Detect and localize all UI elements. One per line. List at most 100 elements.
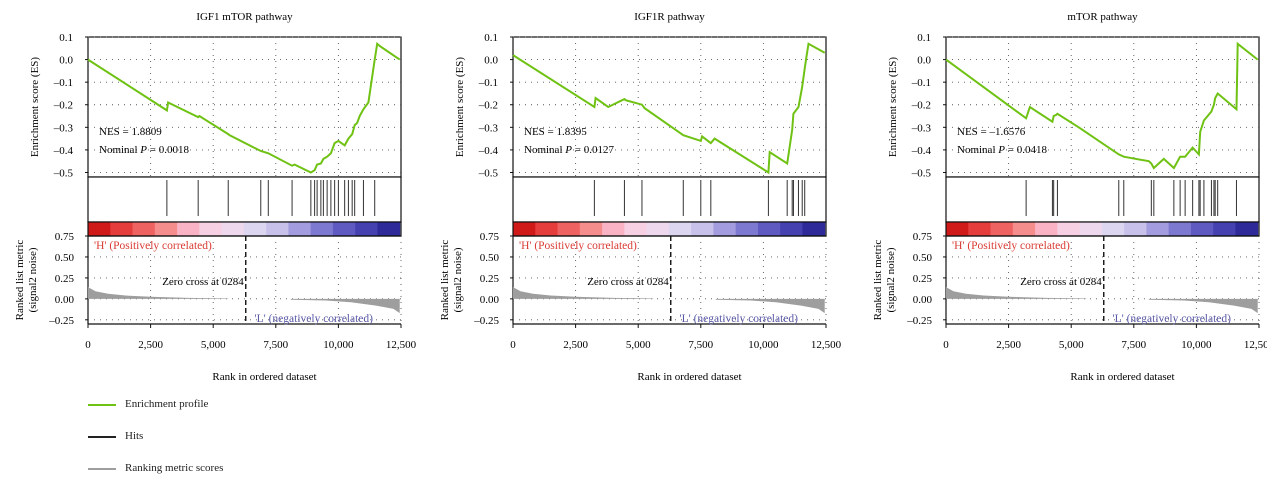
rank-heat-cell: [535, 222, 559, 236]
es-y-tick-label: –0.5: [911, 167, 932, 179]
pvalue-variable: P: [139, 144, 147, 156]
x-axis-label: Rank in ordered dataset: [637, 371, 741, 383]
es-y-tick-label: –0.3: [911, 122, 932, 134]
metric-y-axis-label-line: (signal2 noise): [452, 247, 464, 312]
x-tick-label: 2,500: [563, 339, 588, 351]
rank-heat-cell: [1213, 222, 1236, 236]
metric-y-axis-label: Ranked list metric(signal2 noise): [439, 240, 464, 321]
x-tick-label: 2,500: [138, 339, 163, 351]
metric-y-tick-label: 0.00: [55, 294, 75, 306]
x-axis-label: Rank in ordered dataset: [212, 371, 316, 383]
es-y-tick-label: –0.1: [53, 77, 73, 89]
rank-heat-cell: [154, 222, 178, 236]
es-y-tick-label: –0.5: [53, 167, 74, 179]
es-y-tick-label: –0.4: [478, 145, 499, 157]
metric-y-tick-label: 0.00: [913, 294, 933, 306]
metric-y-axis-label-line: (signal2 noise): [27, 247, 39, 312]
rank-heat-cell: [1012, 222, 1036, 236]
x-tick-label: 7,500: [263, 339, 288, 351]
rank-heat-cell: [1168, 222, 1192, 236]
chart-title: IGF1R pathway: [634, 11, 705, 23]
rank-heat-cell: [110, 222, 134, 236]
rank-heat-cell: [132, 222, 156, 236]
es-y-tick-label: 0.0: [917, 55, 931, 67]
rank-heat-cell: [1235, 222, 1259, 236]
rank-heat-cell: [668, 222, 692, 236]
es-y-tick-label: –0.5: [478, 167, 499, 179]
es-y-tick-label: –0.3: [53, 122, 74, 134]
metric-y-tick-label: 0.50: [913, 252, 933, 264]
rank-heat-cell: [332, 222, 356, 236]
es-y-tick-label: –0.4: [911, 145, 932, 157]
rank-heat-cell: [377, 222, 401, 236]
es-y-tick-label: 0.0: [59, 55, 73, 67]
metric-y-tick-label: 0.75: [55, 231, 75, 243]
legend-item-enrichment-profile: Enrichment profile: [88, 398, 348, 412]
enrichment-profile-line: [512, 42, 826, 175]
metric-y-tick-label: 0.25: [913, 273, 933, 285]
es-y-tick-label: 0.0: [484, 55, 498, 67]
es-y-tick-label: –0.2: [53, 100, 73, 112]
x-tick-label: 12,500: [811, 339, 842, 351]
chart-panel-1: IGF1 mTOR pathway 0.1 0.0 –0.1 –0.2 –0.3 –0.4 –…: [14, 11, 417, 383]
es-plot-frame: [512, 36, 827, 178]
metric-y-tick-label: 0.75: [480, 231, 500, 243]
rank-heat-cell: [355, 222, 378, 236]
x-tick-label: 5,000: [201, 339, 226, 351]
x-tick-label: 5,000: [1059, 339, 1084, 351]
pvalue-variable: P: [997, 144, 1005, 156]
rank-heat-cell: [990, 222, 1014, 236]
x-tick-label: 7,500: [1121, 339, 1146, 351]
x-tick-label: 5,000: [626, 339, 651, 351]
metric-y-tick-label: 0.25: [480, 273, 500, 285]
rank-heat-cell: [1190, 222, 1214, 236]
pvalue-value: = 0.0418: [1005, 144, 1047, 156]
rank-heat-cell: [646, 222, 670, 236]
rank-heat-cell: [802, 222, 826, 236]
enrichment-profile-line: [945, 41, 1259, 170]
chart-panel-2: IGF1R pathway 0.1 0.0 –0.1 –0.2 –0.3 –0.4 –0.5 E…: [439, 11, 842, 383]
legend-swatch-hits: [88, 436, 116, 438]
pvalue-annotation: Nominal P = 0.0418: [957, 144, 1047, 156]
metric-y-axis-label-line: Ranked list metric: [872, 240, 884, 321]
es-y-tick-label: –0.1: [911, 77, 931, 89]
legend-swatch-enrichment: [88, 404, 116, 406]
zero-cross-annotation: Zero cross at 0284: [587, 276, 669, 288]
metric-y-axis-label: Ranked list metric(signal2 noise): [872, 240, 897, 321]
negative-metric-area: [290, 298, 400, 314]
chart-title: mTOR pathway: [1067, 11, 1138, 23]
x-tick-label: 12,500: [1244, 339, 1267, 351]
positive-metric-area: [513, 287, 654, 299]
x-tick-label: 0: [943, 339, 949, 351]
positive-metric-area: [88, 287, 229, 299]
pvalue-value: = 0.0127: [572, 144, 614, 156]
nes-annotation: NES = –1.6576: [957, 126, 1026, 138]
rank-heat-cell: [946, 222, 969, 236]
nes-annotation: NES = 1.8809: [99, 126, 162, 138]
negative-correlation-label: 'L' (negatively correlated): [255, 313, 374, 325]
legend-label-hits: Hits: [125, 430, 144, 442]
zero-cross-annotation: Zero cross at 0284: [162, 276, 244, 288]
rank-heat-cell: [1146, 222, 1170, 236]
es-y-tick-label: 0.1: [484, 32, 498, 44]
rank-heat-cell: [713, 222, 737, 236]
metric-y-axis-label: Ranked list metric(signal2 noise): [14, 240, 39, 321]
rank-heat-cell: [780, 222, 803, 236]
positive-correlation-label: 'H' (Positively correlated): [519, 240, 637, 252]
pvalue-annotation: Nominal P = 0.0018: [99, 144, 189, 156]
es-y-tick-label: –0.3: [478, 122, 499, 134]
rank-heat-cell: [1035, 222, 1058, 236]
es-y-tick-label: –0.4: [53, 145, 74, 157]
rank-heat-cell: [691, 222, 714, 236]
legend-item-ranking-metric: Ranking metric scores: [88, 462, 348, 476]
rank-heat-cell: [1057, 222, 1081, 236]
metric-y-tick-label: –0.25: [48, 315, 74, 327]
rank-heat-cell: [88, 222, 111, 236]
es-y-axis-label: Enrichment score (ES): [887, 57, 899, 158]
metric-y-tick-label: 0.75: [913, 231, 933, 243]
metric-y-tick-label: 0.00: [480, 294, 500, 306]
pvalue-label: Nominal: [99, 144, 140, 156]
nes-annotation: NES = 1.8395: [524, 126, 587, 138]
x-tick-label: 0: [85, 339, 91, 351]
rank-heat-cell: [177, 222, 200, 236]
